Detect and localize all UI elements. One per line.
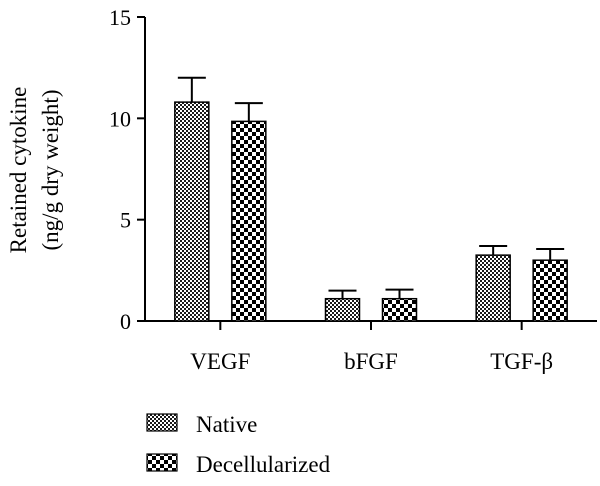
legend-label-native: Native	[196, 412, 257, 437]
x-category-label: TGF-β	[490, 349, 553, 374]
x-category-label: bFGF	[344, 349, 398, 374]
legend-label-decellularized: Decellularized	[196, 452, 331, 477]
bar-native-tgf	[475, 254, 511, 322]
bar-decellularized-tgf	[532, 259, 568, 322]
bar-decellularized-bfgf	[381, 297, 418, 322]
bar-decellularized-vegf	[231, 120, 267, 322]
x-category-label: VEGF	[190, 349, 250, 374]
legend-swatch-native	[146, 413, 178, 432]
legend-swatch-decellularized	[146, 453, 178, 472]
bar-native-bfgf	[324, 297, 361, 322]
y-tick-label: 0	[120, 309, 131, 334]
y-tick-label: 5	[120, 208, 131, 233]
y-tick-label: 15	[109, 5, 131, 30]
y-axis-title-line2: (ng/g dry weight)	[38, 90, 63, 251]
y-axis-title-line1: Retained cytokine	[6, 87, 31, 254]
y-tick-label: 10	[109, 106, 131, 131]
bar-native-vegf	[174, 101, 210, 322]
